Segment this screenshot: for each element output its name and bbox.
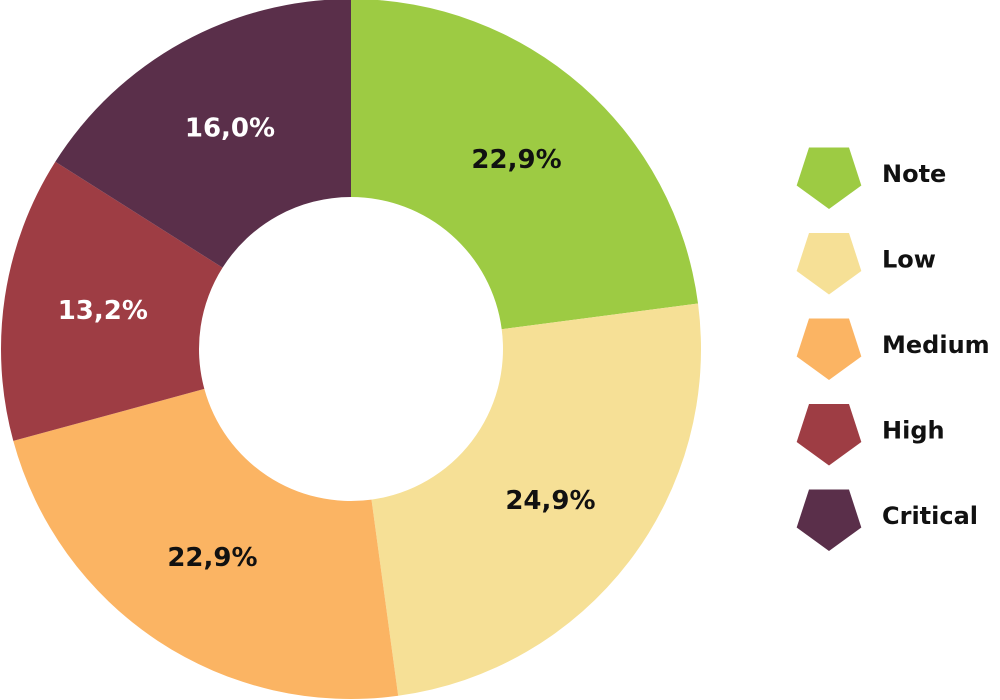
slice-critical [55,0,351,268]
slice-note [351,0,699,330]
slice-high [1,161,223,441]
value-label-critical: 16,0% [185,114,275,144]
legend-marker-high [796,403,862,466]
value-label-high: 13,2% [58,296,148,326]
legend: Note Low Medium High Critical [796,147,990,551]
legend-label-note: Note [882,160,946,188]
legend-marker-medium [796,318,862,380]
legend-marker-low [796,232,862,295]
legend-label-high: High [882,417,945,445]
slices-layer [1,0,701,699]
legend-marker-critical [796,489,862,551]
legend-marker-note [796,147,862,209]
legend-label-low: Low [882,246,936,274]
legend-label-critical: Critical [882,502,978,530]
slice-low [371,303,701,696]
slice-medium [13,388,399,699]
value-label-medium: 22,9% [167,543,257,573]
value-label-low: 24,9% [505,486,595,516]
legend-label-medium: Medium [882,331,990,359]
value-labels-layer: 22,9% 24,9% 22,9% 13,2% 16,0% [58,114,596,573]
value-label-note: 22,9% [471,145,561,175]
